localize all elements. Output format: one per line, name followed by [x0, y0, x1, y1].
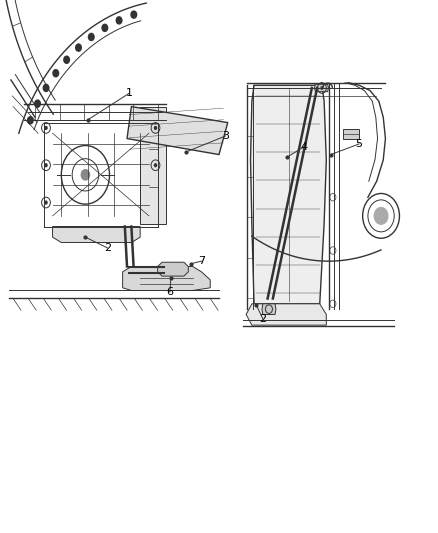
Circle shape: [88, 33, 95, 41]
Circle shape: [27, 116, 34, 125]
Polygon shape: [158, 262, 188, 276]
Circle shape: [81, 169, 90, 181]
Text: 1: 1: [126, 88, 133, 98]
Polygon shape: [127, 107, 228, 155]
Polygon shape: [262, 304, 276, 314]
Circle shape: [101, 23, 108, 32]
Circle shape: [34, 99, 41, 108]
Circle shape: [116, 16, 123, 25]
Text: 3: 3: [222, 131, 229, 141]
Polygon shape: [246, 304, 326, 325]
Circle shape: [52, 69, 59, 77]
Circle shape: [374, 207, 388, 224]
Circle shape: [44, 163, 48, 167]
Text: 2: 2: [259, 314, 266, 324]
Circle shape: [131, 10, 138, 19]
Circle shape: [154, 163, 157, 167]
Text: 7: 7: [198, 256, 205, 266]
Circle shape: [44, 200, 48, 205]
Circle shape: [75, 43, 82, 52]
Polygon shape: [314, 84, 328, 92]
Circle shape: [154, 126, 157, 130]
Polygon shape: [251, 85, 326, 304]
Circle shape: [320, 86, 324, 90]
Text: 4: 4: [301, 142, 308, 151]
Polygon shape: [140, 107, 166, 224]
Text: 2: 2: [104, 243, 111, 253]
Circle shape: [44, 126, 48, 130]
Circle shape: [42, 84, 49, 92]
Polygon shape: [53, 227, 140, 243]
Text: 6: 6: [166, 287, 173, 297]
Polygon shape: [343, 129, 359, 139]
Polygon shape: [123, 266, 210, 290]
Circle shape: [63, 55, 70, 64]
Text: 5: 5: [356, 139, 363, 149]
